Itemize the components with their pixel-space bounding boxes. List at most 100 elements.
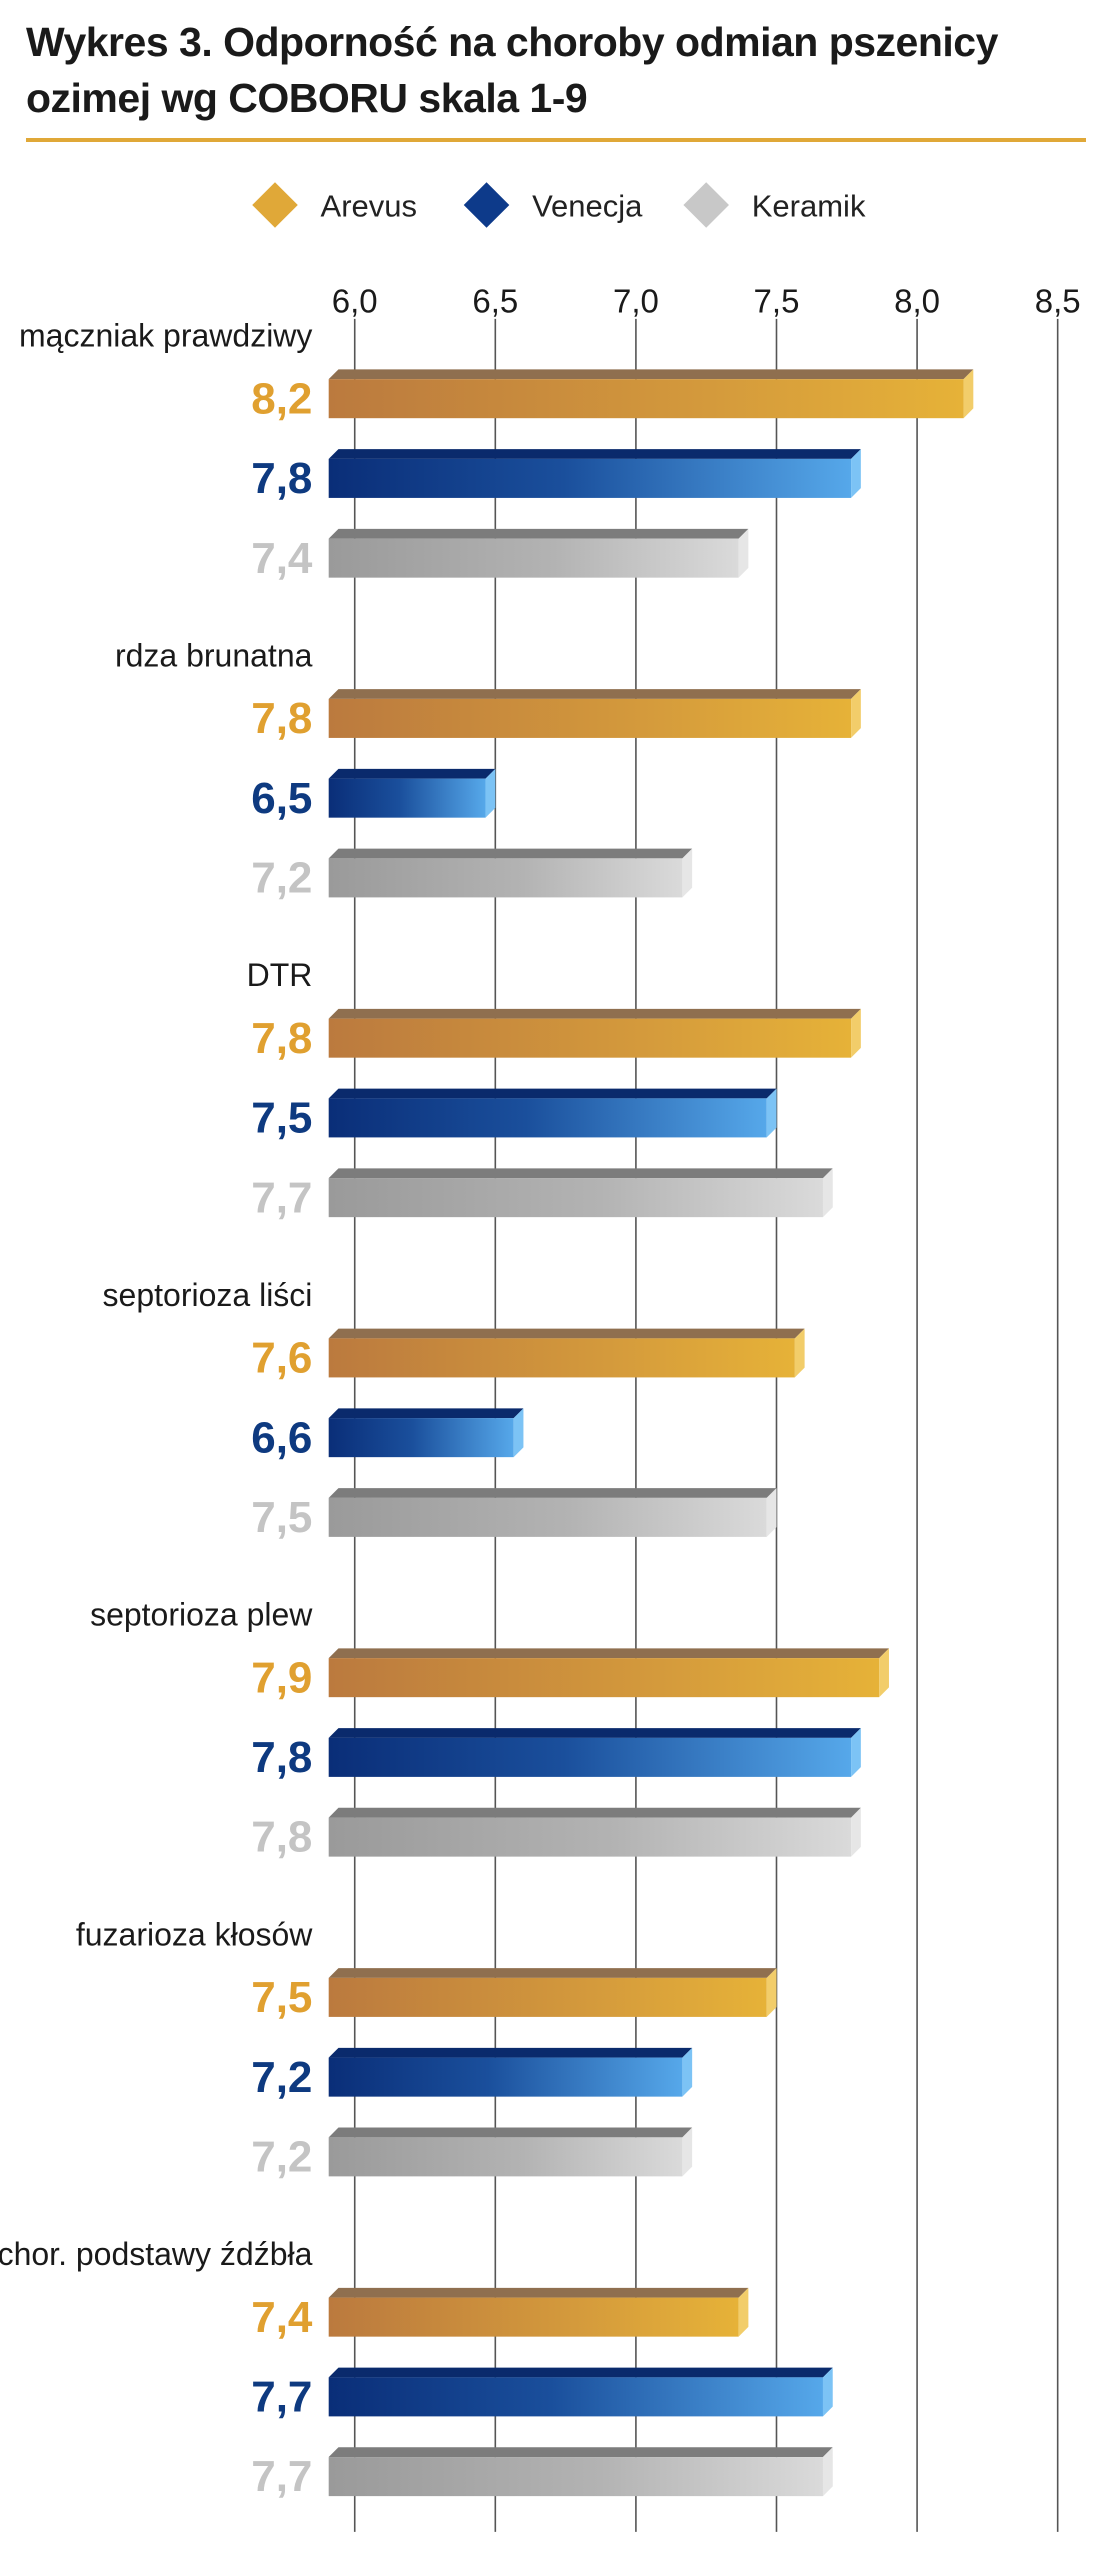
group-septorioza-lisci: septorioza liści 7,6 6,6 7,5 — [103, 1277, 805, 1542]
legend-label-keramik: Keramik — [752, 188, 866, 223]
value-label-keramik: 7,2 — [251, 2132, 312, 2181]
bar-keramik-chor-podstawy-zdzbla — [328, 2457, 823, 2497]
bar-venecja-rdza-brunatna — [328, 778, 486, 818]
group-chor-podstawy-zdzbla: chor. podstawy źdźbła 7,4 7,7 7,7 — [0, 2236, 833, 2501]
bar-end-cap — [851, 1807, 861, 1857]
bar-arevus-septorioza-plew — [328, 1658, 880, 1698]
value-label-venecja: 6,5 — [251, 774, 312, 823]
bar-venecja-dtr — [328, 1098, 767, 1138]
bar-end-cap — [822, 2447, 833, 2497]
bar-top-face — [328, 1328, 805, 1339]
bar-arevus-chor-podstawy-zdzbla — [328, 2297, 739, 2337]
bar-top-face — [328, 1088, 777, 1099]
category-label: rdza brunatna — [115, 637, 313, 673]
bar-keramik-dtr — [328, 1178, 823, 1218]
bar-end-cap — [794, 1328, 805, 1378]
value-label-venecja: 6,6 — [251, 1413, 312, 1462]
x-tick-label: 6,0 — [332, 282, 378, 319]
chart-title-line-1: Wykres 3. Odporność na choroby odmian ps… — [26, 19, 998, 65]
bar-top-face — [328, 1008, 861, 1019]
bar-venecja-septorioza-plew — [328, 1737, 852, 1777]
legend-swatch-venecja — [463, 182, 510, 228]
bar-end-cap — [682, 2127, 693, 2177]
bar-end-cap — [485, 768, 496, 818]
bar-venecja-maczniak-prawdziwy — [328, 458, 852, 498]
bar-arevus-dtr — [328, 1018, 852, 1058]
bar-end-cap — [682, 2047, 693, 2097]
x-tick-label: 8,5 — [1035, 282, 1081, 319]
x-tick-label: 7,0 — [613, 282, 659, 319]
category-label: fuzarioza kłosów — [76, 1916, 313, 1952]
title-divider — [26, 138, 1086, 142]
bar-keramik-fuzarioza-klosow — [328, 2137, 683, 2177]
value-label-venecja: 7,2 — [251, 2053, 312, 2102]
bar-venecja-septorioza-lisci — [328, 1418, 514, 1458]
bar-top-face — [328, 1648, 889, 1659]
bar-end-cap — [963, 369, 974, 419]
x-tick-label: 6,5 — [472, 282, 518, 319]
bar-end-cap — [766, 1968, 777, 2017]
value-label-arevus: 7,5 — [251, 1973, 312, 2022]
bar-arevus-fuzarioza-klosow — [328, 1977, 767, 2017]
bar-top-face — [328, 689, 861, 699]
x-tick-label: 8,0 — [894, 282, 940, 319]
legend: Arevus Venecja Keramik — [252, 182, 866, 228]
bar-top-face — [328, 768, 496, 779]
category-label: septorioza liści — [103, 1277, 313, 1313]
bar-arevus-maczniak-prawdziwy — [328, 379, 964, 419]
bar-end-cap — [851, 689, 861, 738]
grid-lines — [353, 318, 1059, 2532]
bar-keramik-maczniak-prawdziwy — [328, 538, 739, 578]
bar-end-cap — [879, 1648, 889, 1698]
bar-end-cap — [851, 449, 861, 498]
bar-keramik-septorioza-plew — [328, 1817, 852, 1857]
group-septorioza-plew: septorioza plew 7,9 7,8 7,8 — [90, 1597, 889, 1862]
category-label: chor. podstawy źdźbła — [0, 2236, 313, 2272]
bar-top-face — [328, 2047, 693, 2058]
x-axis-ticks: 6,0 6,5 7,0 7,5 8,0 8,5 — [332, 282, 1081, 319]
value-label-keramik: 7,7 — [251, 1173, 312, 1222]
group-maczniak-prawdziwy: mączniak prawdziwy 8,2 7,8 7,4 — [19, 318, 974, 583]
bar-end-cap — [513, 1408, 524, 1458]
value-label-venecja: 7,7 — [251, 2373, 312, 2422]
category-label: septorioza plew — [90, 1597, 313, 1633]
legend-label-arevus: Arevus — [321, 188, 417, 223]
x-tick-label: 7,5 — [754, 282, 800, 319]
value-label-arevus: 7,8 — [251, 1014, 312, 1063]
bar-end-cap — [738, 2287, 749, 2337]
bar-top-face — [328, 369, 974, 380]
bar-keramik-septorioza-lisci — [328, 1497, 767, 1537]
bar-end-cap — [682, 848, 693, 898]
bar-top-face — [328, 528, 749, 539]
group-fuzarioza-klosow: fuzarioza kłosów 7,5 7,2 7,2 — [76, 1916, 777, 2181]
bar-end-cap — [766, 1488, 777, 1537]
bar-top-face — [328, 1488, 777, 1498]
bar-venecja-chor-podstawy-zdzbla — [328, 2377, 823, 2417]
value-label-keramik: 7,7 — [251, 2452, 312, 2501]
bar-top-face — [328, 2447, 833, 2458]
value-label-keramik: 7,5 — [251, 1493, 312, 1542]
bar-top-face — [328, 1968, 777, 1978]
legend-swatch-keramik — [683, 182, 729, 228]
bar-venecja-fuzarioza-klosow — [328, 2057, 683, 2097]
bar-top-face — [328, 2367, 833, 2378]
value-label-keramik: 7,4 — [251, 534, 313, 583]
category-label: mączniak prawdziwy — [19, 318, 312, 354]
bar-arevus-septorioza-lisci — [328, 1338, 795, 1378]
group-rdza-brunatna: rdza brunatna 7,8 6,5 7,2 — [115, 637, 861, 903]
legend-label-venecja: Venecja — [532, 188, 643, 223]
value-label-venecja: 7,8 — [251, 1733, 312, 1782]
bar-top-face — [328, 1807, 861, 1818]
bar-keramik-rdza-brunatna — [328, 858, 683, 898]
bar-top-face — [328, 2287, 749, 2298]
value-label-arevus: 7,4 — [251, 2293, 313, 2342]
bar-arevus-rdza-brunatna — [328, 698, 852, 738]
group-dtr: DTR 7,8 7,5 7,7 — [247, 957, 861, 1222]
bar-end-cap — [822, 1168, 833, 1218]
bar-top-face — [328, 449, 861, 459]
value-label-keramik: 7,8 — [251, 1813, 312, 1862]
chart-title: Wykres 3. Odporność na choroby odmian ps… — [26, 14, 1086, 126]
bar-end-cap — [738, 528, 749, 578]
bar-top-face — [328, 848, 693, 859]
